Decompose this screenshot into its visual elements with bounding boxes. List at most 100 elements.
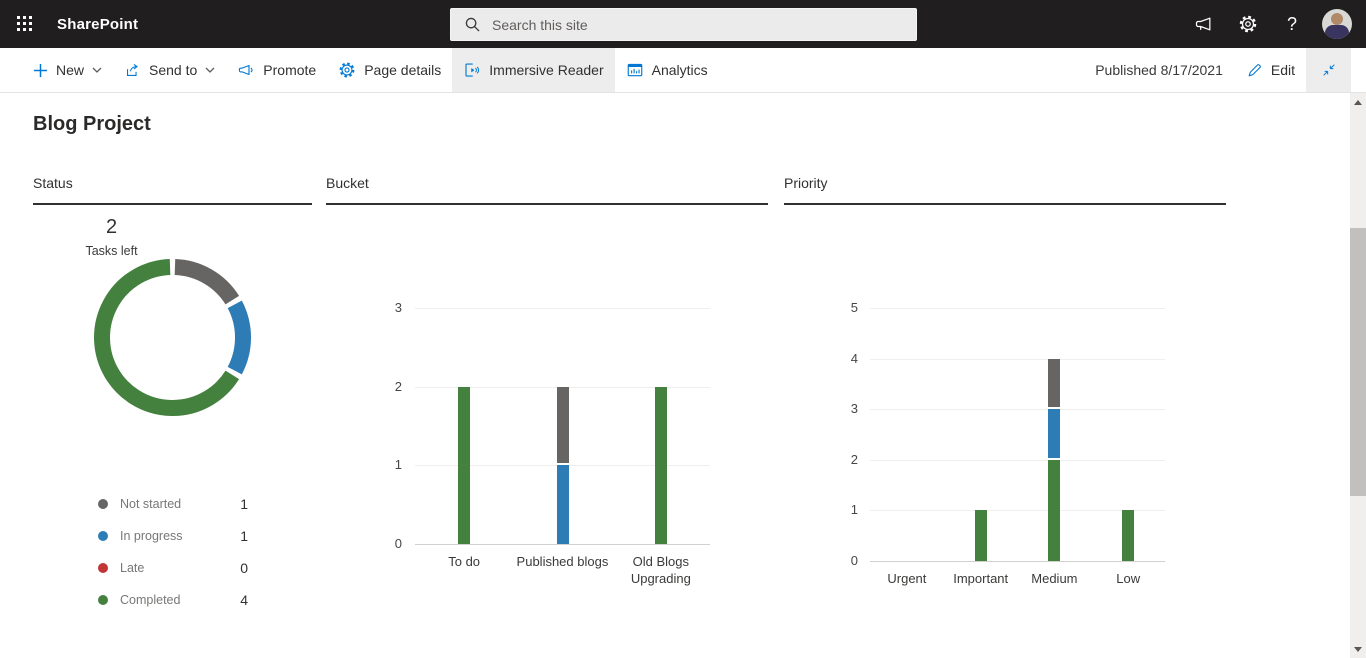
app-launcher-button[interactable] bbox=[0, 0, 50, 48]
gear-icon bbox=[339, 62, 355, 78]
app-title: SharePoint bbox=[57, 15, 139, 33]
search-input[interactable] bbox=[480, 9, 916, 40]
status-section-title: Status bbox=[33, 175, 73, 191]
send-to-button[interactable]: Send to bbox=[113, 48, 226, 92]
bar-segment bbox=[1048, 409, 1061, 460]
scroll-up-button[interactable] bbox=[1350, 95, 1366, 109]
y-tick-label: 5 bbox=[850, 300, 858, 315]
analytics-button[interactable]: Analytics bbox=[615, 48, 719, 92]
donut-segment bbox=[227, 300, 251, 375]
analytics-label: Analytics bbox=[651, 62, 708, 78]
legend-dot-icon bbox=[98, 595, 108, 605]
tasks-left-value: 2 bbox=[105, 215, 118, 238]
legend-label: Completed bbox=[120, 593, 181, 607]
site-search bbox=[450, 8, 917, 41]
legend-dot-icon bbox=[98, 563, 108, 573]
avatar-head bbox=[1331, 13, 1343, 25]
immersive-reader-label: Immersive Reader bbox=[489, 62, 604, 78]
baseline bbox=[415, 544, 710, 545]
gridline bbox=[870, 308, 1165, 309]
status-donut-chart bbox=[94, 259, 251, 416]
bar-segment bbox=[1048, 358, 1061, 410]
status-legend: Not started 1 In progress 1 Late 0 Compl… bbox=[98, 488, 248, 616]
gridline bbox=[415, 308, 710, 309]
x-category-label: Important bbox=[953, 571, 1009, 586]
section-divider bbox=[33, 203, 312, 205]
gridline bbox=[870, 358, 1165, 360]
bar-segment bbox=[1122, 510, 1135, 561]
y-tick-label: 3 bbox=[394, 300, 402, 315]
page-details-button[interactable]: Page details bbox=[327, 48, 452, 92]
pencil-icon bbox=[1248, 63, 1261, 76]
x-category-label: Low bbox=[1116, 571, 1141, 586]
legend-value: 1 bbox=[240, 528, 248, 544]
section-divider bbox=[784, 203, 1226, 205]
analytics-icon bbox=[627, 63, 642, 77]
legend-item: Not started 1 bbox=[98, 488, 248, 520]
command-bar-left: New Send to bbox=[0, 48, 719, 92]
account-avatar[interactable] bbox=[1322, 9, 1352, 39]
page-title: Blog Project bbox=[33, 113, 151, 135]
bar-segment bbox=[974, 510, 987, 561]
settings-button[interactable] bbox=[1226, 0, 1270, 48]
scrollbar-thumb[interactable] bbox=[1350, 228, 1366, 496]
gear-icon bbox=[1239, 15, 1257, 33]
immersive-reader-button[interactable]: Immersive Reader bbox=[452, 48, 615, 92]
collapse-icon bbox=[1322, 64, 1335, 76]
bar-segment bbox=[1048, 459, 1061, 561]
section-divider bbox=[326, 203, 768, 205]
bar-segment bbox=[654, 386, 667, 544]
y-tick-label: 1 bbox=[850, 502, 858, 518]
x-category-label: Old Blogs Upgrading bbox=[630, 554, 691, 586]
search-icon bbox=[465, 17, 480, 32]
chevron-down-icon bbox=[205, 67, 215, 73]
bar-stack bbox=[458, 386, 471, 544]
bar-segment bbox=[556, 386, 569, 466]
share-icon bbox=[127, 63, 138, 76]
send-to-label: Send to bbox=[149, 62, 198, 78]
bar-segment bbox=[556, 465, 569, 545]
collapse-button[interactable] bbox=[1306, 48, 1351, 92]
bar-stack bbox=[556, 386, 569, 545]
bar-stack bbox=[1122, 510, 1135, 561]
megaphone-button[interactable] bbox=[1182, 0, 1226, 48]
help-button[interactable]: ? bbox=[1270, 0, 1314, 48]
new-label: New bbox=[56, 62, 85, 78]
new-button[interactable]: New bbox=[22, 48, 113, 92]
gridline bbox=[870, 510, 1165, 512]
status-section: Status 2 Tasks left Not started 1 In pro… bbox=[33, 170, 312, 608]
legend-item: Completed 4 bbox=[98, 584, 248, 616]
triangle-down-icon bbox=[1354, 646, 1362, 652]
bar-segment bbox=[458, 386, 471, 544]
edit-label: Edit bbox=[1270, 62, 1295, 78]
published-status: Published 8/17/2021 bbox=[1095, 62, 1223, 78]
y-tick-label: 0 bbox=[394, 536, 402, 551]
page-details-label: Page details bbox=[364, 62, 442, 78]
edit-button[interactable]: Edit bbox=[1235, 48, 1306, 92]
legend-label: Late bbox=[120, 561, 145, 575]
x-category-label: Medium bbox=[1031, 571, 1078, 586]
help-icon: ? bbox=[1286, 13, 1297, 34]
triangle-up-icon bbox=[1354, 99, 1362, 105]
command-bar: New Send to bbox=[0, 48, 1366, 93]
app-launcher-icon bbox=[17, 16, 32, 31]
priority-section-title: Priority bbox=[784, 175, 828, 191]
tasks-left-label: Tasks left bbox=[85, 243, 138, 258]
legend-value: 1 bbox=[240, 496, 248, 512]
command-bar-right: Published 8/17/2021 Edit bbox=[1083, 48, 1351, 92]
suite-bar: SharePoint bbox=[0, 0, 1366, 48]
page-content: Blog Project Status 2 Tasks left Not sta… bbox=[0, 93, 1350, 658]
suite-bar-icons: ? bbox=[1182, 0, 1360, 48]
vertical-scrollbar bbox=[1350, 93, 1366, 658]
promote-label: Promote bbox=[263, 62, 317, 78]
y-tick-label: 0 bbox=[850, 553, 858, 568]
gridline bbox=[870, 459, 1165, 461]
baseline bbox=[870, 561, 1165, 562]
promote-button[interactable]: Promote bbox=[226, 48, 327, 92]
plus-icon bbox=[33, 63, 48, 77]
gridline bbox=[870, 409, 1165, 411]
bar-stack bbox=[974, 510, 987, 561]
donut-segment bbox=[94, 259, 240, 416]
scroll-down-button[interactable] bbox=[1350, 642, 1366, 656]
